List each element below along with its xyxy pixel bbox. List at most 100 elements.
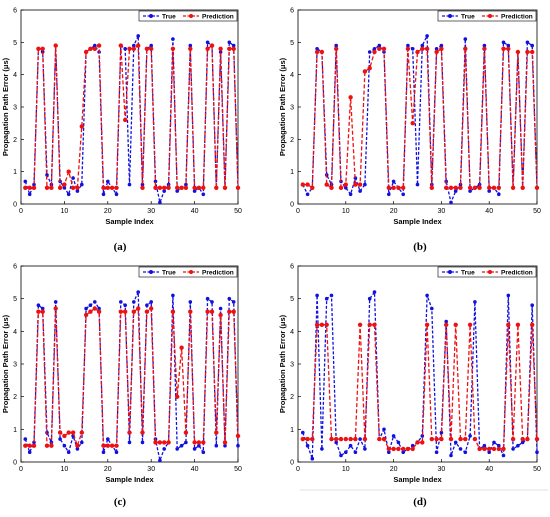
data-point-true xyxy=(329,293,334,298)
data-point-true xyxy=(140,440,145,445)
data-point-true xyxy=(227,296,232,301)
data-point-prediction xyxy=(477,446,482,452)
data-point-true xyxy=(425,34,429,38)
data-point-true xyxy=(391,434,396,438)
data-point-prediction xyxy=(530,49,535,55)
data-point-prediction xyxy=(92,306,98,311)
data-point-true xyxy=(401,192,406,197)
data-point-prediction xyxy=(405,446,411,452)
data-point-true xyxy=(420,43,425,48)
data-point-true xyxy=(344,186,348,190)
data-point-prediction xyxy=(109,443,115,448)
data-point-prediction xyxy=(36,46,41,51)
data-point-prediction xyxy=(429,185,434,190)
data-point-prediction xyxy=(410,121,415,126)
data-point-prediction xyxy=(175,185,180,190)
data-point-true xyxy=(171,37,175,41)
chart-panel-2: 0 1 2 3 4 5 6 0 10 20 30 40 50 Sample Index Propagatio… xyxy=(278,8,541,254)
data-point-prediction xyxy=(510,436,516,442)
data-point-prediction xyxy=(96,309,102,314)
y-axis-title: Propagation Path Error (μs) xyxy=(1,57,10,156)
data-point-true xyxy=(106,437,110,441)
data-point-prediction xyxy=(23,185,28,190)
data-point-true xyxy=(27,192,32,197)
data-point-prediction xyxy=(334,436,339,442)
data-point-true xyxy=(153,179,158,184)
data-point-true xyxy=(530,303,534,308)
data-point-prediction xyxy=(305,182,310,187)
data-point-true xyxy=(32,440,36,445)
data-point-prediction xyxy=(218,312,223,318)
data-point-prediction xyxy=(75,185,80,190)
data-point-prediction xyxy=(381,436,387,442)
data-point-true xyxy=(93,43,97,48)
data-point-true xyxy=(75,447,80,451)
data-point-true xyxy=(197,443,201,448)
data-point-prediction xyxy=(510,185,516,190)
y-tick-label: 1 xyxy=(290,169,294,176)
x-tick-label: 0 xyxy=(296,466,300,473)
y-tick-label: 4 xyxy=(290,329,294,336)
legend: True Prediction xyxy=(138,10,238,22)
data-point-true xyxy=(339,453,343,458)
data-point-prediction xyxy=(353,182,358,187)
data-point-prediction xyxy=(231,309,236,314)
legend-swatch-marker xyxy=(488,14,492,18)
y-tick-label: 5 xyxy=(290,40,294,47)
data-point-prediction xyxy=(27,443,32,448)
data-point-prediction xyxy=(467,322,473,327)
x-tick-label: 10 xyxy=(61,466,69,473)
data-point-true xyxy=(101,450,106,455)
data-point-prediction xyxy=(458,436,463,442)
data-point-prediction xyxy=(444,322,449,327)
data-point-prediction xyxy=(218,46,223,51)
data-point-prediction xyxy=(140,185,145,190)
data-point-prediction xyxy=(162,440,167,445)
x-tick-label: 30 xyxy=(147,208,155,215)
data-point-prediction xyxy=(149,46,154,51)
data-point-prediction xyxy=(534,185,540,190)
data-point-prediction xyxy=(434,436,439,442)
data-point-prediction xyxy=(530,322,535,327)
x-tick-label: 30 xyxy=(438,208,446,215)
data-point-prediction xyxy=(66,169,71,174)
data-point-prediction xyxy=(520,185,525,190)
data-point-prediction xyxy=(49,443,54,448)
data-point-true xyxy=(525,40,530,45)
data-point-true xyxy=(344,450,348,455)
data-point-prediction xyxy=(149,306,154,311)
data-point-prediction xyxy=(334,46,339,51)
data-point-prediction xyxy=(170,46,176,51)
data-point-true xyxy=(40,306,45,311)
data-point-prediction xyxy=(353,436,358,442)
data-point-prediction xyxy=(166,440,171,445)
x-tick-label: 10 xyxy=(342,208,350,215)
data-point-prediction xyxy=(131,309,136,314)
data-point-prediction xyxy=(127,430,132,435)
data-point-true xyxy=(453,189,458,193)
data-point-prediction xyxy=(205,46,210,51)
data-point-true xyxy=(301,430,305,435)
x-tick-label: 40 xyxy=(191,466,199,473)
data-point-prediction xyxy=(372,49,377,55)
data-point-prediction xyxy=(362,69,368,74)
x-tick-label: 20 xyxy=(104,208,112,215)
data-point-prediction xyxy=(123,309,128,314)
x-axis-title: Sample Index xyxy=(105,475,154,484)
x-tick-label: 20 xyxy=(390,208,398,215)
data-point-prediction xyxy=(482,46,487,51)
data-point-prediction xyxy=(396,185,401,190)
data-point-prediction xyxy=(501,46,506,51)
data-point-prediction xyxy=(515,322,521,327)
data-point-true xyxy=(236,443,240,448)
data-point-prediction xyxy=(324,322,329,327)
x-tick-label: 0 xyxy=(19,466,23,473)
data-point-prediction xyxy=(62,433,67,439)
data-point-prediction xyxy=(391,446,396,452)
legend-label: True xyxy=(461,269,475,276)
data-point-prediction xyxy=(36,309,41,314)
data-point-prediction xyxy=(153,185,158,190)
data-point-prediction xyxy=(105,443,111,448)
data-point-true xyxy=(516,443,520,448)
data-point-true xyxy=(492,440,496,445)
